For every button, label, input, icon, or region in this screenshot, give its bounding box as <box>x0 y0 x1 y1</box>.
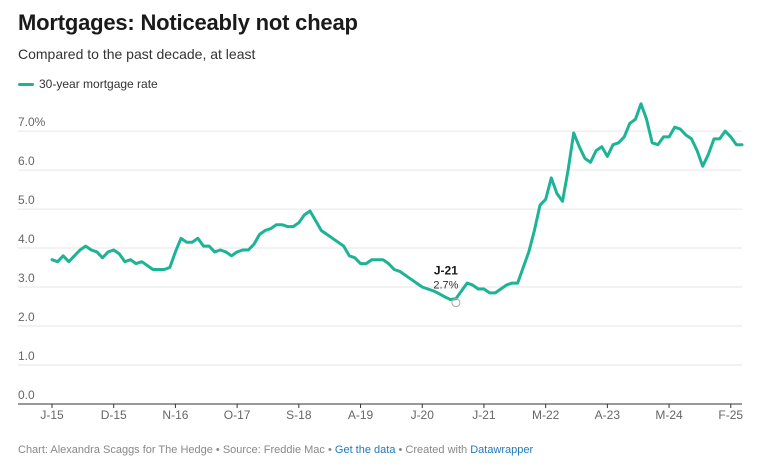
y-tick-label: 7.0% <box>18 115 46 129</box>
series-layer <box>50 102 744 301</box>
series-line-30-year-mortgage-rate <box>50 102 744 301</box>
x-tick-label: J-15 <box>40 408 64 422</box>
x-tick-label: M-22 <box>532 408 560 422</box>
legend-label: 30-year mortgage rate <box>39 77 158 91</box>
legend: 30-year mortgage rate <box>18 77 158 91</box>
annotation-label: J-21 <box>434 264 458 278</box>
annotation-value: 2.7% <box>433 280 458 292</box>
get-data-link[interactable]: Get the data <box>334 444 396 456</box>
y-tick-label: 2.0 <box>18 310 35 324</box>
x-tick-label: J-20 <box>411 408 435 422</box>
gridlines <box>18 130 742 405</box>
y-tick-label: 3.0 <box>18 271 35 285</box>
footer-separator: • Created with <box>395 444 471 456</box>
x-axis-ticks: J-15 D-15 N-16 O-17 S-18 A-19 J-20 J-21 M-22 A-23… <box>40 404 743 422</box>
x-tick-label: D-15 <box>101 408 127 422</box>
x-tick-label: J-21 <box>472 408 496 422</box>
x-tick-label: A-19 <box>348 408 374 422</box>
chart-title: Mortgages: Noticeably not cheap <box>18 10 358 35</box>
footer: Chart: Alexandra Scaggs for The Hedge • … <box>18 444 533 456</box>
footer-credit: Chart: Alexandra Scaggs for The Hedge • … <box>18 444 335 456</box>
x-tick-label: A-23 <box>595 408 621 422</box>
x-tick-label: O-17 <box>224 408 251 422</box>
datawrapper-link[interactable]: Datawrapper <box>470 444 534 456</box>
chart-subtitle: Compared to the past decade, at least <box>18 46 256 62</box>
legend-swatch <box>18 82 34 86</box>
x-tick-label: M-24 <box>655 408 683 422</box>
y-tick-label: 5.0 <box>18 193 35 207</box>
x-tick-label: N-16 <box>162 408 188 422</box>
y-tick-label: 6.0 <box>18 154 35 168</box>
y-tick-label: 0.0 <box>18 388 35 402</box>
y-tick-label: 4.0 <box>18 232 35 246</box>
annotation-marker <box>451 298 461 308</box>
x-tick-label: S-18 <box>286 408 312 422</box>
x-tick-label: F-25 <box>718 408 743 422</box>
y-tick-label: 1.0 <box>18 349 35 363</box>
y-axis-ticks: 0.0 1.0 2.0 3.0 4.0 5.0 6.0 7.0% <box>18 115 46 402</box>
annotation-layer: J-21 2.7% <box>433 264 461 308</box>
